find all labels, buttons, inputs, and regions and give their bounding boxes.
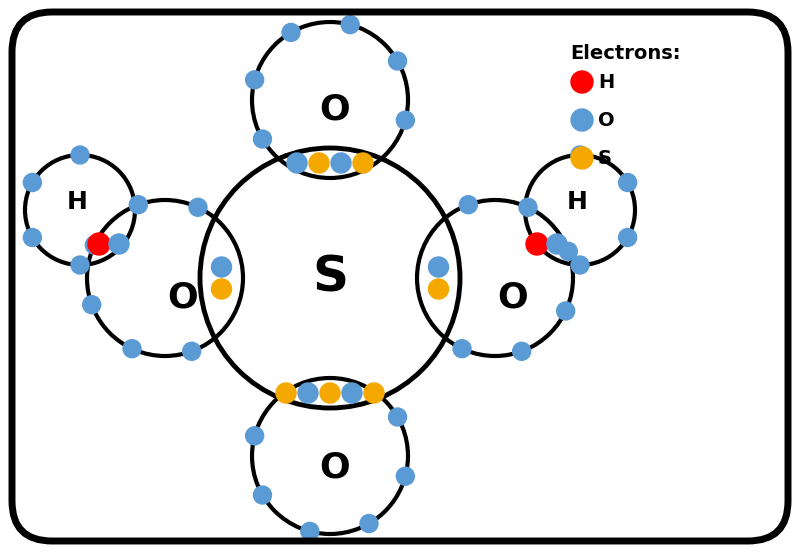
- Circle shape: [331, 153, 351, 173]
- Circle shape: [453, 340, 471, 358]
- Text: S: S: [598, 149, 612, 168]
- Circle shape: [301, 523, 319, 540]
- Circle shape: [130, 196, 147, 213]
- Circle shape: [276, 383, 296, 403]
- Circle shape: [123, 340, 141, 358]
- Circle shape: [82, 296, 101, 314]
- Circle shape: [559, 242, 578, 260]
- Circle shape: [571, 147, 593, 169]
- Circle shape: [571, 71, 593, 93]
- Circle shape: [254, 486, 271, 504]
- Circle shape: [88, 233, 110, 255]
- Circle shape: [71, 256, 89, 274]
- Circle shape: [309, 153, 329, 173]
- Circle shape: [254, 130, 271, 148]
- Circle shape: [342, 383, 362, 403]
- Circle shape: [282, 23, 300, 41]
- Circle shape: [360, 514, 378, 533]
- Circle shape: [396, 467, 414, 485]
- Text: H: H: [566, 190, 587, 214]
- Circle shape: [189, 199, 207, 216]
- Text: Electrons:: Electrons:: [570, 44, 681, 63]
- Circle shape: [320, 383, 340, 403]
- Circle shape: [287, 153, 307, 173]
- Circle shape: [429, 279, 449, 299]
- Circle shape: [23, 228, 42, 247]
- Text: H: H: [66, 190, 87, 214]
- Circle shape: [557, 302, 574, 320]
- Text: O: O: [598, 111, 614, 129]
- Circle shape: [429, 257, 449, 277]
- Circle shape: [86, 236, 103, 254]
- Circle shape: [547, 234, 567, 254]
- Circle shape: [341, 15, 359, 34]
- Circle shape: [23, 174, 42, 191]
- Circle shape: [182, 342, 201, 361]
- Circle shape: [396, 111, 414, 129]
- Text: O: O: [320, 451, 350, 485]
- Text: O: O: [498, 281, 528, 315]
- Circle shape: [109, 234, 129, 254]
- Circle shape: [211, 279, 231, 299]
- Circle shape: [364, 383, 384, 403]
- Circle shape: [211, 257, 231, 277]
- Text: O: O: [320, 93, 350, 127]
- Circle shape: [71, 146, 89, 164]
- Circle shape: [513, 342, 530, 361]
- Circle shape: [571, 256, 589, 274]
- Circle shape: [389, 408, 406, 426]
- Circle shape: [246, 71, 264, 89]
- Circle shape: [459, 196, 478, 213]
- Circle shape: [353, 153, 373, 173]
- Circle shape: [526, 233, 548, 255]
- Circle shape: [571, 146, 589, 164]
- Circle shape: [618, 174, 637, 191]
- Circle shape: [618, 228, 637, 247]
- Text: O: O: [168, 281, 198, 315]
- Circle shape: [571, 109, 593, 131]
- Circle shape: [298, 383, 318, 403]
- Circle shape: [389, 52, 406, 70]
- Text: S: S: [312, 254, 348, 302]
- Circle shape: [519, 199, 537, 216]
- Circle shape: [246, 427, 264, 445]
- Text: H: H: [598, 72, 614, 91]
